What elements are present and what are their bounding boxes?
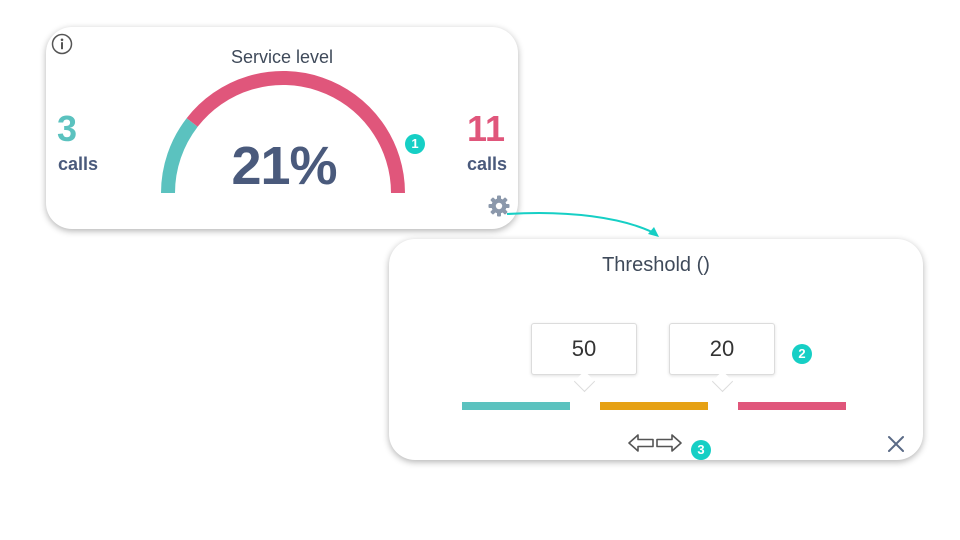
close-icon[interactable] <box>886 434 906 454</box>
threshold-input-upper[interactable] <box>531 323 637 375</box>
right-calls-count: 11 <box>467 108 506 149</box>
threshold-segment-warning <box>600 402 708 410</box>
left-calls-count: 3 <box>57 108 78 149</box>
threshold-card: Threshold () <box>389 239 923 460</box>
gauge-track <box>186 71 405 194</box>
left-calls-label: calls <box>58 154 99 174</box>
threshold-segment-bad <box>738 402 846 410</box>
widget-title: Service level <box>230 47 334 67</box>
callout-badge-3: 3 <box>691 440 711 460</box>
right-calls-label: calls <box>467 154 508 174</box>
threshold-title: Threshold () <box>602 254 710 276</box>
threshold-segment-good <box>462 402 570 410</box>
service-level-percent: 21% <box>231 136 337 196</box>
threshold-input-lower[interactable] <box>669 323 775 375</box>
service-level-gauge <box>161 71 405 194</box>
info-icon[interactable] <box>51 33 73 55</box>
callout-badge-2: 2 <box>792 344 812 364</box>
callout-badge-1: 1 <box>405 134 425 154</box>
service-level-card: Service level 21% 3 calls 11 calls <box>46 27 518 229</box>
swap-arrows-icon[interactable] <box>627 432 683 454</box>
gauge-fill <box>161 118 198 194</box>
gear-icon[interactable] <box>487 194 511 218</box>
